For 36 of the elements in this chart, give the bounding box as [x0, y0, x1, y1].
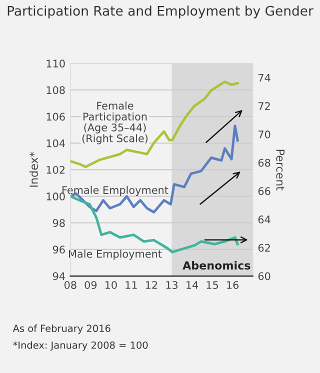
x-tick-label: 15	[206, 281, 218, 289]
text: As of February 2016	[12, 324, 110, 334]
x-tick-label: 13	[166, 281, 178, 289]
x-tick-label: 10	[105, 281, 117, 289]
y-tick-label: 104	[46, 139, 65, 148]
y2-tick-label: 70	[258, 130, 270, 138]
series-label: Female Employment	[62, 186, 168, 196]
y-tick-label: 106	[46, 112, 65, 121]
x-tick-label: 11	[126, 281, 137, 289]
y2-tick-label: 72	[258, 102, 270, 110]
y-tick-label: 102	[46, 166, 64, 174]
line-series	[70, 80, 239, 168]
y-tick-label: 110	[46, 60, 65, 68]
y-tick-label: 96	[52, 246, 65, 254]
x-tick-label: 14	[186, 281, 198, 289]
y-tick-label: 108	[46, 86, 65, 94]
series-label: Female Participation (Age 35–44) (Right Scale)	[82, 102, 148, 144]
y2-tick-label: 68	[258, 158, 270, 167]
text: *Index: January 2008 = 100	[13, 341, 148, 351]
y-tick-label: 98	[52, 219, 65, 227]
y2-tick-label: 64	[258, 216, 270, 224]
y-axis-title: Index*	[29, 152, 38, 187]
y2-tick-label: 66	[258, 187, 270, 196]
y2-tick-label: 60	[258, 272, 270, 280]
x-tick-label: 12	[146, 281, 158, 289]
y2-tick-label: 62	[258, 244, 270, 252]
y-tick-label: 100	[46, 192, 65, 200]
y2-axis-title: Percent	[276, 150, 284, 190]
series-label: Male Employment	[69, 250, 162, 260]
x-tick-label: 16	[227, 281, 239, 289]
band-label: Abenomics	[182, 261, 250, 270]
x-tick-label: 08	[64, 281, 76, 289]
x-tick-label: 09	[84, 281, 97, 289]
y-tick-label: 94	[52, 272, 65, 280]
chart-title: Participation Rate and Employment by Gender	[8, 6, 314, 18]
y2-tick-label: 74	[258, 74, 270, 82]
